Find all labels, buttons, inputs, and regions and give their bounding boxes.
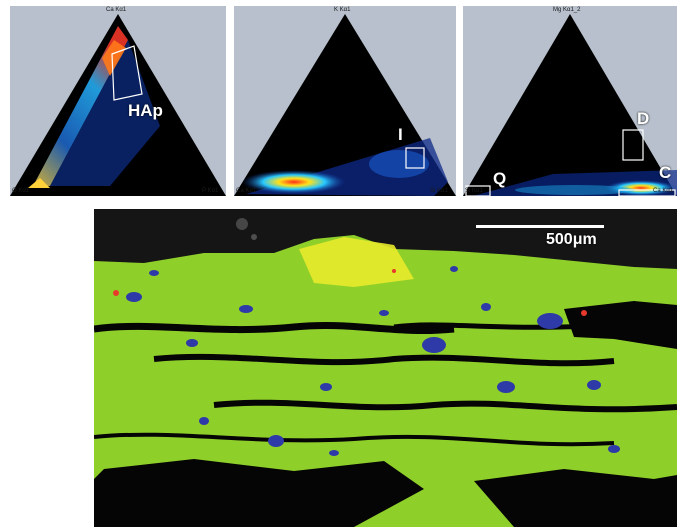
ternary-plot-ca-o-p: Ca Kα1 O Kα1 P Kα1 HAp bbox=[10, 6, 226, 196]
scale-bar bbox=[476, 225, 604, 228]
top-axis-label: K Kα1 bbox=[334, 7, 351, 13]
ternary-triangle-2 bbox=[234, 14, 456, 196]
ternary-triangle-3 bbox=[463, 14, 677, 196]
region-label-c: C bbox=[659, 163, 672, 182]
right-axis-label: Si Kα1 bbox=[430, 188, 448, 194]
phase-map-micrograph: 500μm bbox=[94, 209, 677, 527]
left-axis-label: Ca Kα1 bbox=[236, 188, 257, 194]
phase-map-image bbox=[94, 209, 677, 527]
region-outline-hap bbox=[111, 45, 143, 101]
region-outline-q bbox=[465, 185, 491, 196]
region-outline-c bbox=[618, 189, 676, 196]
data-cloud-2 bbox=[242, 170, 346, 194]
region-label-i: I bbox=[398, 125, 403, 144]
region-label-hap: HAp bbox=[128, 101, 163, 120]
ternary-plot-mg-si-ca: Mg Kα1_2 Si Kα1 Ca Kα1 D Q C bbox=[463, 6, 677, 196]
region-outline-i bbox=[405, 147, 425, 169]
left-axis-label: O Kα1 bbox=[12, 188, 30, 194]
right-axis-label: P Kα1 bbox=[202, 188, 219, 194]
data-cloud-1 bbox=[32, 26, 128, 188]
top-axis-label: Mg Kα1_2 bbox=[553, 7, 581, 13]
region-outline-d bbox=[622, 129, 644, 161]
left-axis-label: Si Kα1 bbox=[465, 188, 483, 194]
right-axis-label: Ca Kα1 bbox=[653, 188, 674, 194]
region-label-q: Q bbox=[493, 169, 507, 188]
region-label-d: D bbox=[637, 109, 650, 128]
ternary-triangle-1 bbox=[10, 14, 226, 196]
bright-region bbox=[299, 237, 414, 287]
scale-bar-label: 500μm bbox=[546, 231, 597, 248]
top-axis-label: Ca Kα1 bbox=[106, 7, 127, 13]
ternary-plot-k-ca-si: K Kα1 Ca Kα1 Si Kα1 I bbox=[234, 6, 456, 196]
